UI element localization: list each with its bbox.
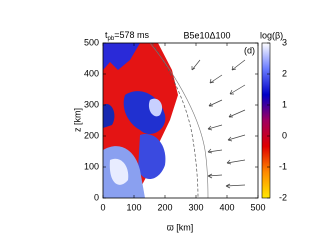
x-tick-label: 500 <box>250 202 265 212</box>
colorbar-tick-label: 2 <box>282 68 287 78</box>
x-tick-label: 100 <box>126 202 141 212</box>
model-label: B5e10Δ100 <box>183 30 230 40</box>
colorbar-label: log(β) <box>260 30 283 40</box>
y-axis-label: z [km] <box>72 108 82 132</box>
colorbar <box>261 42 271 199</box>
time-label: tpb=578 ms <box>105 30 149 41</box>
y-tick-label: 500 <box>84 37 99 47</box>
y-tick-label: 400 <box>84 68 99 78</box>
x-tick-label: 400 <box>219 202 234 212</box>
simulation-image <box>103 43 258 198</box>
colorbar-tick-label: -1 <box>279 161 287 171</box>
x-tick-label: 300 <box>188 202 203 212</box>
x-axis-label: ϖ [km] <box>167 222 194 232</box>
y-tick-label: 300 <box>84 99 99 109</box>
colorbar-tick-label: 1 <box>282 99 287 109</box>
velocity-arrows <box>191 59 246 189</box>
colorbar-tick-label: -2 <box>279 192 287 202</box>
colorbar-tick-label: 0 <box>282 130 287 140</box>
colorbar-tick-label: 3 <box>282 37 287 47</box>
y-tick-label: 0 <box>94 192 99 202</box>
panel-label: (d) <box>244 45 255 55</box>
y-tick-label: 200 <box>84 130 99 140</box>
x-tick-label: 0 <box>100 202 105 212</box>
plot-frame <box>102 42 259 199</box>
x-tick-label: 200 <box>157 202 172 212</box>
y-tick-label: 100 <box>84 161 99 171</box>
